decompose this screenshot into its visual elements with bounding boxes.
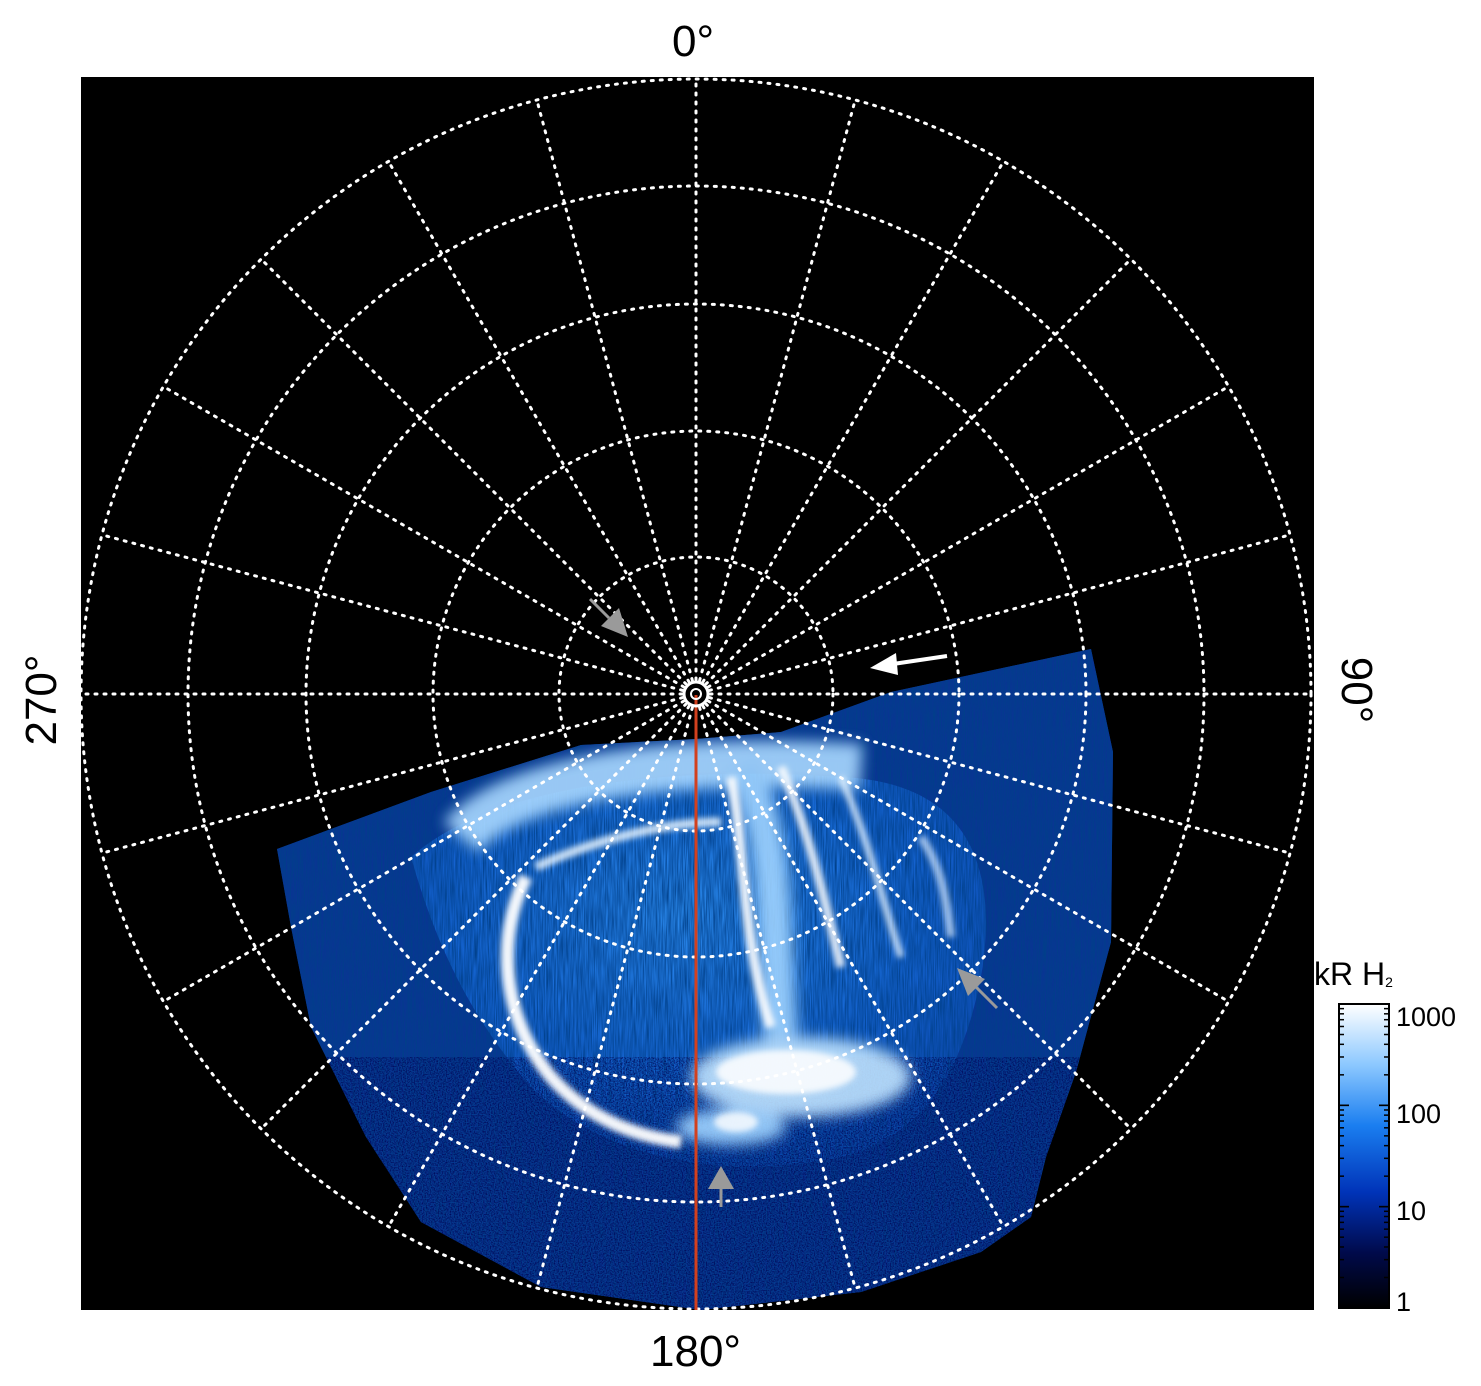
longitude-label-180: 180° — [650, 1327, 742, 1376]
meridian-line — [100, 696, 684, 855]
meridian-line — [535, 98, 694, 682]
pole-ring-outer — [682, 680, 710, 708]
meridian-line — [701, 704, 1005, 1229]
arrow-gray — [588, 597, 628, 637]
meridian-line — [259, 702, 688, 1131]
meridian-line — [708, 533, 1292, 692]
meridian-line — [387, 159, 691, 684]
meridian-line — [701, 159, 1005, 684]
meridian-line — [708, 696, 1292, 855]
colorbar-tick-100: 100 — [1396, 1099, 1442, 1129]
colorbar — [1338, 1003, 1390, 1309]
meridian-line — [161, 699, 686, 1003]
longitude-label-90: 90° — [1332, 656, 1381, 724]
longitude-label-270: 270° — [17, 654, 66, 746]
colorbar-title: kR H2 — [1314, 956, 1393, 992]
meridian-line — [698, 98, 857, 682]
meridian-line — [535, 706, 694, 1290]
meridian-line — [706, 385, 1231, 689]
meridian-line — [161, 385, 686, 689]
arrow-gray — [957, 968, 999, 1010]
colorbar-tick-10: 10 — [1396, 1196, 1427, 1226]
polar-auroral-map — [81, 77, 1314, 1310]
meridian-line — [704, 257, 1133, 686]
meridian-line — [100, 533, 684, 692]
latitude-longitude-grid — [81, 77, 1313, 1310]
arrow-gray — [708, 1166, 734, 1207]
meridian-line — [387, 704, 691, 1229]
pole-ring-inner — [690, 688, 702, 700]
colorbar-tick-1: 1 — [1396, 1287, 1412, 1317]
colorbar-tick-1000: 1000 — [1396, 1002, 1457, 1032]
meridian-line — [698, 706, 857, 1290]
arrow-white — [870, 653, 948, 675]
meridian-line — [704, 702, 1133, 1131]
colorbar-gradient — [1338, 1003, 1390, 1309]
longitude-label-0: 0° — [672, 17, 715, 66]
meridian-line — [706, 699, 1231, 1003]
